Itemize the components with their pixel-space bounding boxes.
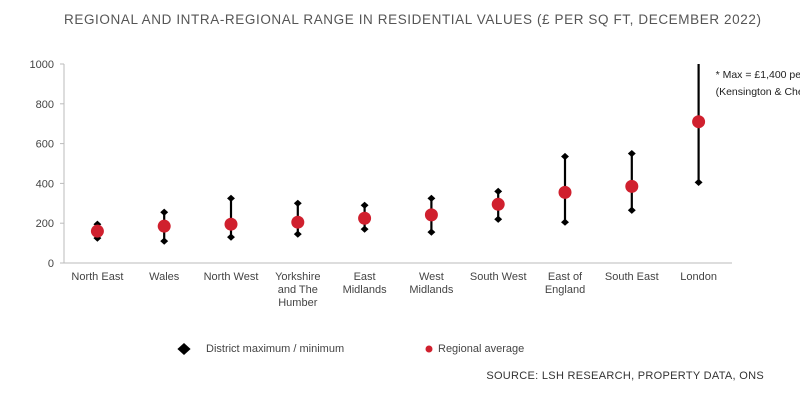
y-tick-label: 400: [36, 178, 54, 190]
average-dot: [224, 217, 238, 231]
x-category-label: North East: [71, 271, 123, 283]
max-diamond: [360, 201, 369, 209]
x-category-label: North West: [204, 271, 259, 283]
min-diamond: [494, 215, 503, 223]
min-diamond: [293, 230, 302, 238]
average-dot: [157, 219, 171, 233]
x-category-label: South West: [470, 271, 527, 283]
chart-title: REGIONAL AND INTRA-REGIONAL RANGE IN RES…: [64, 12, 762, 27]
y-tick-label: 1000: [30, 59, 54, 71]
max-diamond: [427, 194, 436, 202]
y-axis: 0 200 400 600 800 1000: [30, 59, 65, 270]
x-category-label: Yorkshire and The Humber: [275, 271, 320, 309]
annotation-text: * Max = £1,400 per sq ft: [716, 69, 800, 81]
data-marks: [90, 64, 706, 245]
average-dot: [291, 215, 305, 229]
legend-diamond-marker: [177, 343, 191, 355]
min-diamond: [694, 178, 703, 187]
legend-label-range: District maximum / minimum: [206, 343, 345, 355]
x-axis: North East Wales North West Yorkshire and Th…: [64, 262, 732, 309]
max-diamond: [293, 199, 302, 207]
min-diamond: [561, 218, 569, 226]
average-dot: [558, 185, 572, 199]
legend-label-average: Regional average: [438, 343, 525, 355]
legend: [177, 343, 433, 355]
max-diamond: [160, 208, 169, 216]
y-tick-label: 800: [36, 99, 54, 111]
min-diamond: [160, 237, 169, 245]
source-note: SOURCE: LSH RESEARCH, PROPERTY DATA, ONS: [486, 370, 764, 382]
min-diamond: [227, 233, 235, 241]
annotation: * Max = £1,400 per sq ft (Kensington & Ch…: [716, 69, 800, 98]
annotation-text: (Kensington & Chelsea): [716, 86, 800, 98]
min-diamond: [360, 225, 369, 233]
average-dot: [491, 197, 505, 211]
x-category-label: West Midlands: [409, 271, 454, 296]
min-diamond: [93, 234, 102, 242]
y-tick-label: 200: [36, 218, 54, 230]
x-category-label: East of England: [545, 271, 585, 296]
max-diamond: [561, 152, 569, 161]
x-category-label: London: [680, 271, 717, 283]
x-category-label: East Midlands: [343, 271, 388, 296]
x-category-label: South East: [605, 271, 659, 283]
min-diamond: [427, 228, 436, 236]
max-diamond: [494, 187, 503, 195]
x-category-label: Wales: [149, 271, 180, 283]
average-dot: [424, 208, 438, 222]
legend-dot-marker: [425, 345, 433, 353]
average-dot: [625, 179, 639, 193]
average-dot: [692, 115, 706, 129]
average-dot: [90, 224, 104, 238]
min-diamond: [627, 206, 636, 214]
max-diamond: [627, 149, 636, 158]
average-dot: [358, 211, 372, 225]
y-tick-label: 600: [36, 139, 54, 151]
max-diamond: [227, 194, 235, 202]
y-tick-label: 0: [48, 258, 54, 270]
